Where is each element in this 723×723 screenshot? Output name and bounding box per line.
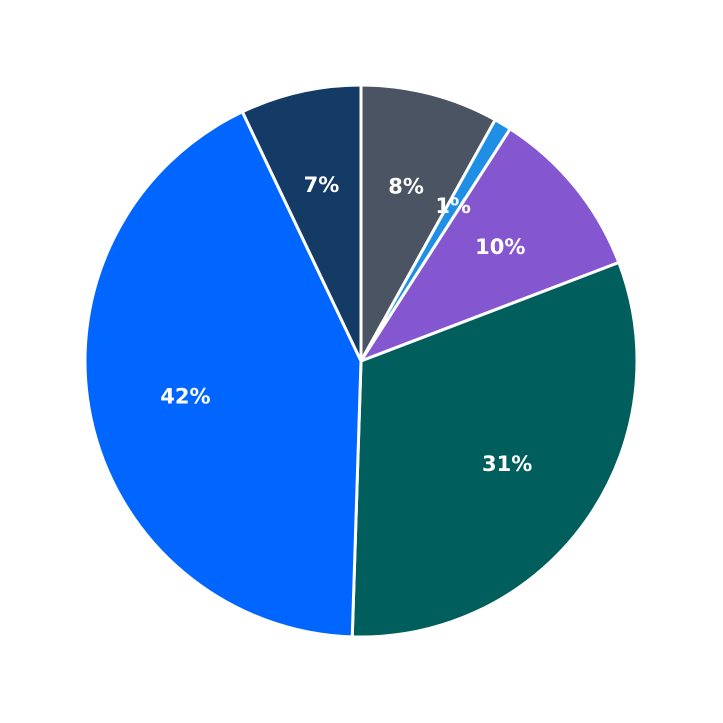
pie-slice (359, 127, 621, 363)
slice-label: 10% (475, 235, 525, 259)
slice-label: 42% (160, 385, 210, 409)
pie-slice (350, 260, 639, 639)
slice-label: 31% (482, 452, 532, 476)
pie-slice (240, 83, 363, 363)
slice-label: 8% (388, 174, 424, 198)
slice-label: 1% (435, 194, 471, 218)
pie-slice (359, 83, 497, 363)
slice-label: 7% (304, 173, 340, 197)
pie-slice (83, 110, 363, 639)
